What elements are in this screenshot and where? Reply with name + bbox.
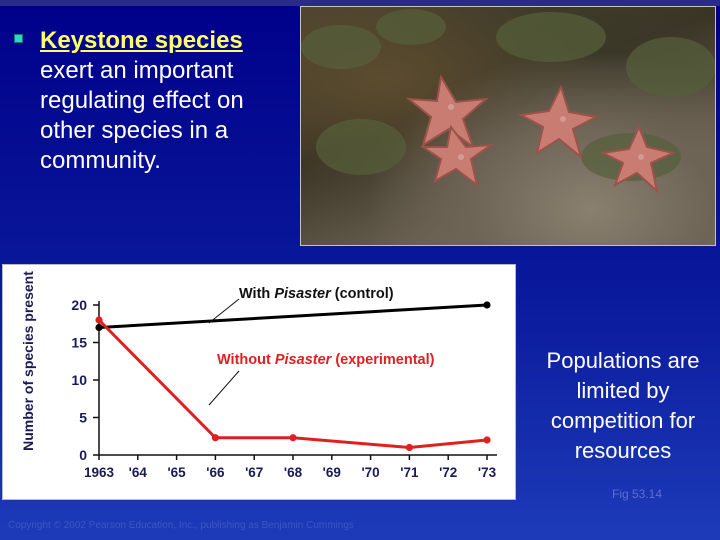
series-point-0	[95, 323, 103, 332]
copyright-notice: Copyright © 2002 Pearson Education, Inc.…	[8, 520, 354, 531]
series-point-0	[483, 301, 491, 309]
series-line-1	[97, 318, 488, 449]
y-tick-label: 0	[79, 447, 87, 463]
y-tick-label: 15	[71, 335, 87, 351]
series-point-1	[95, 316, 103, 324]
bullet-body: exert an important regulating effect on …	[40, 57, 244, 174]
bullet-square-icon	[14, 34, 23, 43]
x-tick-label: '69	[323, 465, 341, 480]
series-point-1	[289, 434, 297, 442]
x-tick-label: '71	[400, 465, 419, 480]
sea-star-tide-pool-photo	[300, 6, 716, 246]
series-point-1	[405, 443, 413, 452]
keyword-keystone-species: Keystone species	[40, 27, 243, 54]
series-label-with-suffix: (control)	[331, 286, 394, 302]
series-label-without-suffix: (experimental)	[331, 352, 434, 368]
figure-label: Fig 53.14	[612, 487, 663, 501]
species-count-chart: Number of species present 0 5 10 15 20 1963 '6…	[2, 264, 516, 500]
x-tick-label: '68	[284, 465, 303, 480]
x-tick-label: 1963	[84, 465, 115, 480]
leader-line-without	[208, 370, 240, 406]
annotation-layer: With Pisaster (control) Without Pisaster…	[208, 286, 435, 406]
photo-illustration	[301, 9, 715, 194]
series-label-with-pisaster: With Pisaster (control)	[239, 286, 394, 302]
y-tick-label: 10	[71, 372, 87, 388]
series-line-0	[98, 303, 488, 329]
leader-line-with	[208, 298, 240, 324]
x-tick-label: '73	[478, 465, 497, 480]
series-label-without-plain: Without	[217, 352, 275, 368]
top-rule	[0, 0, 720, 6]
x-tick-label: '67	[245, 465, 263, 480]
y-tick-label: 5	[79, 410, 87, 426]
series-label-without-pisaster: Without Pisaster (experimental)	[217, 352, 435, 368]
populations-note: Populations are limited by competition f…	[546, 348, 700, 463]
axis-layer: 0 5 10 15 20 1963 '64 '65 '66 '67 '68 '69 '70 '71 '72 '…	[71, 297, 497, 480]
series-label-without-italic: Pisaster	[275, 352, 333, 368]
bullet-text: Keystone species exert an important regu…	[40, 26, 302, 176]
x-tick-label: '65	[167, 465, 186, 480]
chart-svg: Number of species present 0 5 10 15 20 1963 '6…	[20, 271, 497, 480]
series-layer	[95, 301, 491, 452]
x-tick-label: '64	[129, 465, 148, 480]
series-point-1	[483, 436, 491, 444]
series-label-with-italic: Pisaster	[274, 286, 332, 302]
series-point-1	[211, 434, 219, 442]
x-tick-label: '66	[206, 465, 225, 480]
x-tick-label: '70	[361, 465, 379, 480]
series-label-with-plain: With	[239, 286, 274, 302]
x-tick-label: '72	[439, 465, 457, 480]
y-tick-label: 20	[71, 297, 87, 313]
y-axis-label: Number of species present	[20, 271, 36, 451]
